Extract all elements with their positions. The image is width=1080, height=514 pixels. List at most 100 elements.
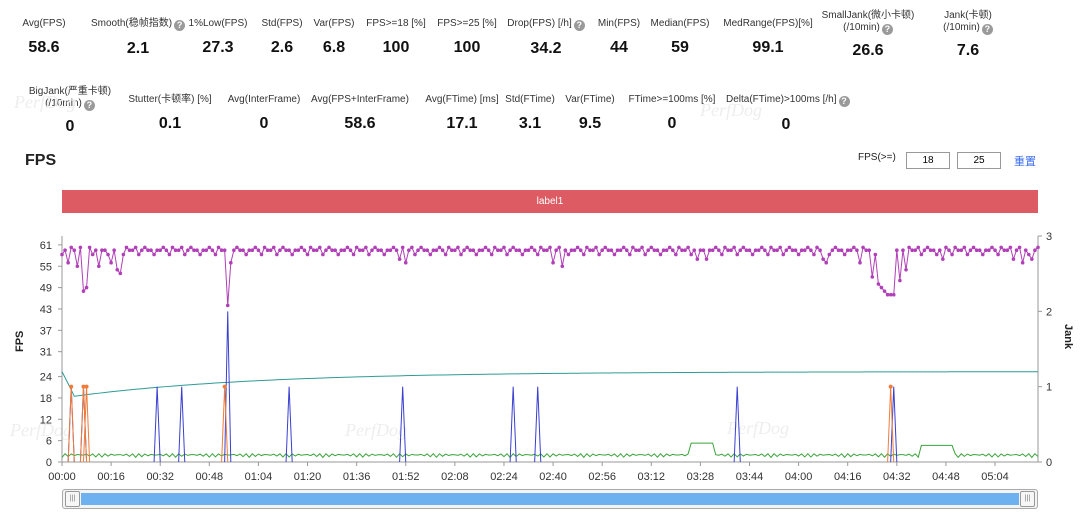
fps-point — [271, 245, 276, 250]
time-range-slider[interactable]: ||| ||| — [62, 489, 1038, 509]
fps-point — [207, 245, 212, 250]
fps-point — [928, 248, 933, 253]
stat-label-unit: (/10min)? — [10, 98, 130, 111]
stat-label: Std(FTime) — [470, 94, 590, 106]
fps-point — [106, 252, 110, 257]
y2-tick-label: 1 — [1046, 382, 1052, 394]
help-icon[interactable]: ? — [838, 96, 850, 107]
fps-point — [419, 245, 423, 250]
stat-stats_row1-1: Smooth(稳帧指数)? 2.1 — [78, 18, 198, 59]
fps-point — [852, 245, 856, 250]
fps-point — [649, 245, 654, 250]
fps-point — [216, 245, 221, 250]
fps-point — [953, 245, 957, 250]
fps-point — [78, 245, 83, 250]
watermark: PerfDog — [14, 92, 76, 112]
stat-stats_row2-8: Delta(FTime)>100ms [/h]? 0 — [726, 94, 850, 135]
label-bar[interactable]: label1 — [62, 190, 1038, 213]
fps-point — [634, 248, 638, 253]
fps-point — [848, 248, 853, 253]
help-icon[interactable]: ? — [881, 24, 893, 35]
fps-point — [569, 248, 574, 253]
fps-point — [640, 245, 644, 250]
fps-point — [127, 248, 132, 253]
fps-point — [201, 248, 205, 253]
fps-point — [360, 248, 365, 253]
fps-point — [557, 245, 562, 250]
stat-label: FPS>=25 [%] — [407, 18, 527, 30]
fps-point — [182, 252, 187, 257]
fps-point — [529, 245, 534, 250]
fps-point — [858, 260, 862, 265]
slider-right-handle[interactable]: ||| — [1020, 491, 1035, 507]
fps-point — [637, 248, 641, 253]
fps-point — [400, 245, 405, 250]
reset-link[interactable]: 重置 — [1014, 156, 1036, 168]
stat-label: FPS>=18 [%] — [336, 18, 456, 30]
y-tick-label: 18 — [40, 393, 52, 405]
fps-point — [735, 252, 740, 257]
watermark: PerfDog — [345, 420, 407, 440]
stat-stats_row2-5: Std(FTime) 3.1 — [470, 94, 590, 134]
fps-point — [689, 252, 693, 257]
fps-point — [81, 289, 86, 293]
fps-point — [667, 245, 672, 250]
slider-left-handle[interactable]: ||| — [65, 491, 80, 507]
y2-tick-label: 0 — [1046, 457, 1052, 469]
y-tick-label: 31 — [40, 347, 52, 359]
x-tick-label: 02:24 — [490, 471, 518, 483]
fps-point — [339, 248, 344, 253]
stat-label: Median(FPS) — [620, 18, 740, 30]
jank-point — [888, 384, 893, 389]
fps-point — [244, 252, 248, 257]
fps-point — [790, 248, 795, 253]
fps-point — [882, 289, 887, 293]
stat-label-text: Var(FPS) — [313, 18, 355, 29]
stat-value: 6.8 — [322, 39, 346, 56]
fps-point — [987, 248, 991, 253]
fps-point — [778, 245, 782, 250]
fps-point — [950, 252, 954, 257]
fps-point — [554, 248, 558, 253]
stat-value: 0 — [667, 115, 677, 132]
stat-label-text: Jank(卡顿) — [944, 10, 992, 21]
help-icon[interactable]: ? — [981, 24, 993, 35]
fps-threshold-2-input[interactable] — [957, 152, 1001, 169]
fps-point — [443, 252, 448, 257]
section-title-fps: FPS — [25, 152, 57, 169]
fps-point — [336, 252, 341, 257]
y2-axis-title: Jank — [1062, 324, 1074, 350]
y-tick-label: 49 — [40, 283, 52, 295]
fps-point — [152, 252, 156, 257]
fps-point — [247, 248, 252, 253]
fps-point — [888, 292, 893, 297]
fps-point — [624, 248, 629, 253]
fps-point — [72, 248, 77, 253]
fps-point — [830, 248, 835, 253]
fps-point — [403, 260, 408, 265]
x-tick-label: 03:44 — [736, 471, 764, 483]
fps-threshold-1-input[interactable] — [906, 152, 950, 169]
jank-spike — [82, 386, 91, 463]
fps-point — [551, 260, 555, 265]
fps-point — [864, 248, 868, 253]
fps-point — [741, 245, 746, 250]
help-icon[interactable]: ? — [573, 20, 585, 31]
slider-range-fill[interactable] — [81, 493, 1019, 505]
x-tick-label: 01:04 — [245, 471, 273, 483]
fps-point — [631, 245, 635, 250]
fps-point — [944, 245, 948, 250]
fps-point — [658, 252, 663, 257]
fps-point — [517, 248, 522, 253]
fps-point — [235, 245, 239, 250]
fps-point — [262, 245, 267, 250]
fps-point — [726, 248, 730, 253]
help-icon[interactable]: ? — [83, 100, 95, 111]
help-icon[interactable]: ? — [174, 20, 186, 31]
stat-label-text: Min(FPS) — [597, 18, 641, 29]
fps-point — [845, 248, 850, 253]
fps-point — [299, 245, 304, 250]
fps-point — [1036, 245, 1040, 250]
stat-label: Std(FPS) — [222, 18, 342, 30]
